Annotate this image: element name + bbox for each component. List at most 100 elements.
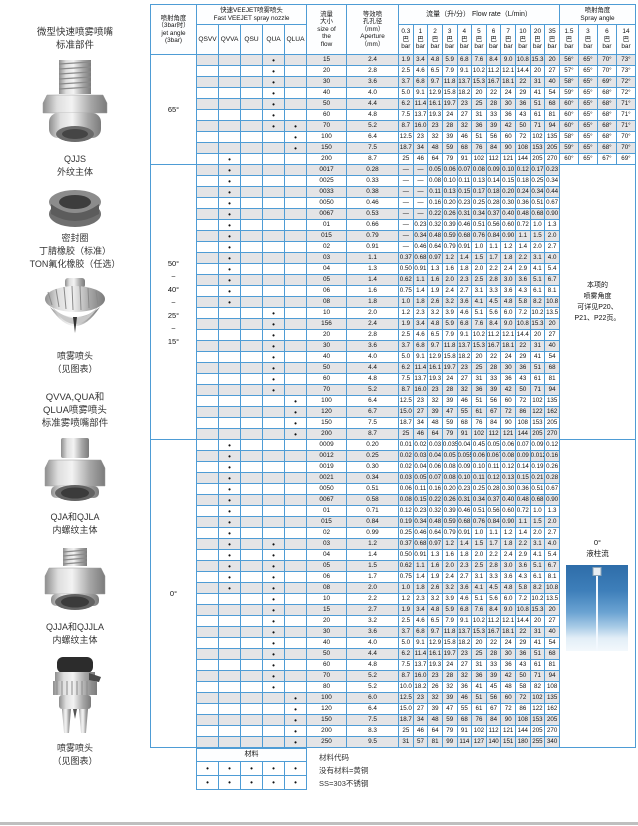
flow-rate-value: 15.8	[441, 87, 458, 99]
flow-rate-value: 68	[456, 714, 473, 726]
flow-rate-value: 3.7	[398, 76, 414, 88]
flow-rate-value: 27	[412, 406, 429, 418]
flow-rate-value: 68	[456, 417, 473, 429]
flow-rate-value: 34	[412, 142, 429, 154]
flow-rate-value: 0.50	[398, 263, 414, 275]
flow-rate-value: 12.9	[427, 87, 443, 99]
flow-rate-value: 0.28	[485, 197, 502, 209]
flow-rate-value: 13.7	[412, 373, 429, 385]
flow-size-value: 200	[306, 428, 348, 440]
flow-rate-value: 2.0	[441, 560, 458, 572]
availability-empty	[218, 593, 241, 605]
availability-empty	[218, 340, 241, 352]
flow-rate-value: 61	[471, 703, 487, 715]
availability-empty	[240, 230, 263, 242]
flow-rate-value: 10.2	[471, 65, 487, 77]
flow-rate-value: 51	[471, 692, 487, 704]
flow-rate-value: 15.3	[529, 604, 546, 616]
flow-rate-value: 12.9	[427, 637, 443, 649]
liquid-stream-panel: 0° 液柱流	[558, 439, 637, 748]
flow-rate-value: 10.2	[529, 307, 546, 319]
availability-empty	[240, 670, 263, 682]
flow-rate-value: 1.2	[398, 307, 414, 319]
flow-rate-value: 0.04	[456, 439, 473, 451]
flow-size-value: 05	[306, 274, 348, 286]
flow-rate-value: —	[398, 164, 414, 176]
flow-rate-value: 0.68	[412, 252, 429, 264]
flow-rate-value: 0.68	[412, 538, 429, 550]
aperture-value: 1.4	[346, 549, 400, 561]
availability-empty	[240, 494, 263, 506]
availability-empty	[196, 692, 219, 704]
header-pressure-0.3: 0.3 巴 bar	[398, 24, 414, 55]
flow-size-value: 01	[306, 505, 348, 517]
availability-dot: •	[218, 439, 241, 451]
flow-rate-value: 0.13	[471, 175, 487, 187]
flow-rate-value: 3.1	[471, 571, 487, 583]
availability-empty	[196, 461, 219, 473]
availability-empty	[262, 197, 285, 209]
availability-empty	[196, 417, 219, 429]
spray-angle-value: 68°	[596, 120, 617, 132]
flow-rate-value: 9.7	[427, 340, 443, 352]
spray-angle-value: 59°	[558, 142, 579, 154]
flow-rate-value: 13.7	[456, 340, 473, 352]
availability-empty	[196, 384, 219, 396]
flow-rate-value: 6.0	[500, 593, 517, 605]
aperture-value: 4.8	[346, 373, 400, 385]
availability-empty	[218, 604, 241, 616]
quick-nozzle-icon	[53, 657, 101, 733]
flow-rate-value: 1.9	[398, 54, 414, 66]
availability-dot: •	[218, 472, 241, 484]
stream-nozzle-icon	[592, 566, 602, 576]
flow-rate-value: 9.1	[412, 637, 429, 649]
flow-rate-value: 0.30	[500, 483, 517, 495]
aperture-value: 3.6	[346, 76, 400, 88]
flow-rate-value: 9.0	[500, 54, 517, 66]
spray-angle-value: 73°	[615, 65, 637, 77]
availability-empty	[240, 472, 263, 484]
material-dot: •	[218, 775, 241, 790]
flow-rate-value: 5.9	[441, 604, 458, 616]
table-row: • 0019 0.30 0.02 0.04 0.06 0.08 0.09 0.10 0.11 0.1…	[151, 461, 636, 473]
flow-rate-value: 36	[515, 98, 531, 110]
flow-rate-value: 4.8	[500, 582, 517, 594]
flow-rate-value: 45	[485, 681, 502, 693]
availability-dot: •	[262, 659, 285, 671]
flow-rate-value: 122	[529, 703, 546, 715]
availability-empty	[283, 87, 308, 99]
availability-empty	[240, 428, 263, 440]
aperture-value: 4.0	[346, 637, 400, 649]
flow-rate-value: 20	[544, 318, 560, 330]
flow-rate-value: 121	[500, 725, 517, 737]
flow-size-value: 015	[306, 516, 348, 528]
availability-dot: •	[262, 593, 285, 605]
flow-rate-value: 0.91	[412, 263, 429, 275]
flow-rate-value: 127	[471, 736, 487, 748]
flow-rate-value: 94	[544, 670, 560, 682]
flow-rate-value: 28	[485, 362, 502, 374]
table-row: • 80 5.2 10.0 18.2 26 32 36 41 45 48 58 82 108	[151, 681, 636, 693]
flow-rate-value: 81	[427, 736, 443, 748]
flow-rate-value: 0.02	[398, 450, 414, 462]
availability-empty	[262, 406, 285, 418]
availability-empty	[262, 450, 285, 462]
availability-empty	[196, 153, 219, 165]
availability-empty	[218, 373, 241, 385]
flow-rate-value: 162	[544, 703, 560, 715]
availability-empty	[196, 230, 219, 242]
spray-angle-value: 68°	[596, 142, 617, 154]
table-row: • 20 2.8 2.5 4.6 6.5 7.9 9.1 10.2 11.2 12.1 14.4 20 2…	[151, 329, 636, 341]
spray-angle-value: 72°	[615, 87, 637, 99]
flow-rate-value: 13.7	[456, 626, 473, 638]
flow-rate-value: 13.7	[412, 109, 429, 121]
availability-empty	[283, 307, 308, 319]
flow-rate-value: 0.31	[456, 208, 473, 220]
flow-rate-value: 31	[529, 340, 546, 352]
flow-rate-value: 6.5	[427, 615, 443, 627]
flow-rate-value: 0.04	[427, 450, 443, 462]
flow-rate-value: —	[398, 186, 414, 198]
flow-rate-value: 4.5	[485, 296, 502, 308]
availability-dot: •	[218, 461, 241, 473]
flow-rate-value: 2.0	[529, 527, 546, 539]
